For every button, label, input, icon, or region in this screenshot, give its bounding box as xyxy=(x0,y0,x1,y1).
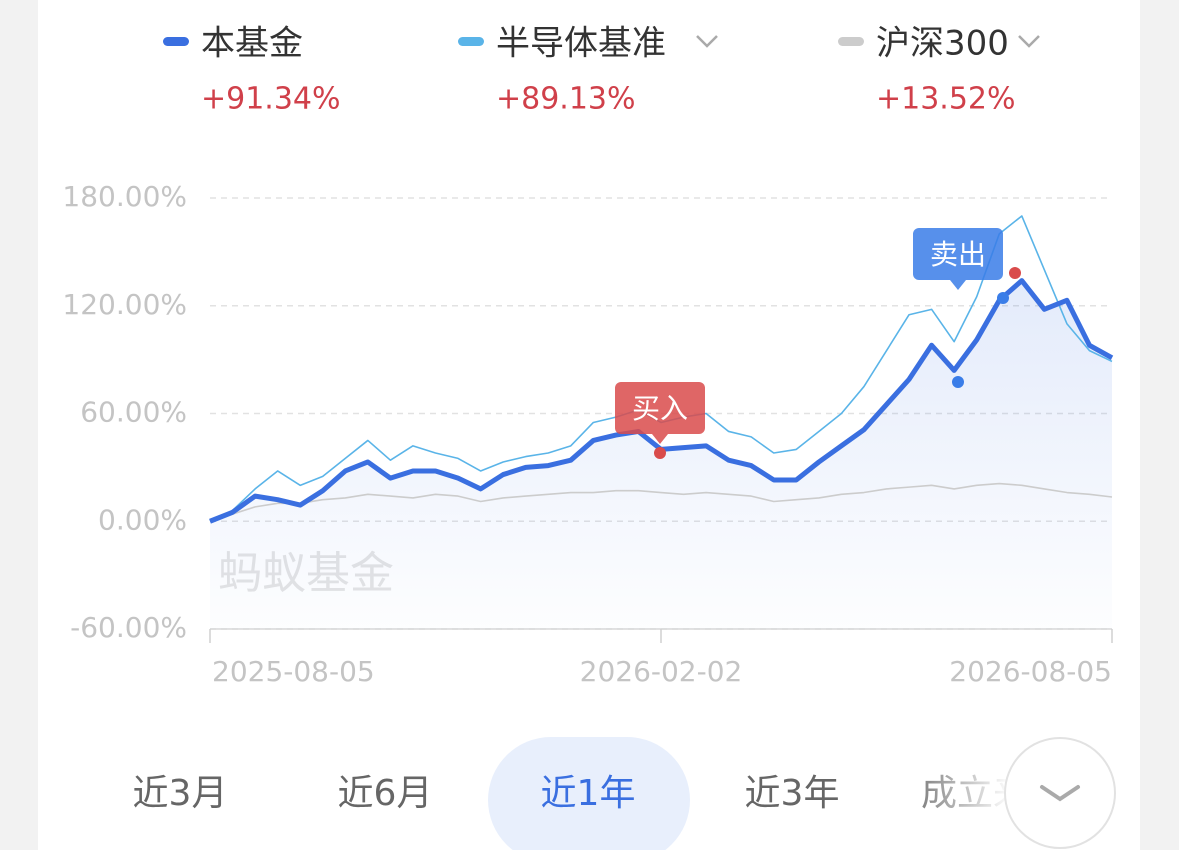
x-tick-label: 2026-08-05 xyxy=(949,655,1112,688)
expand-icon[interactable] xyxy=(1040,785,1080,802)
sell-tag: 卖出 xyxy=(930,238,986,271)
range-tab[interactable]: 近6月 xyxy=(338,773,433,814)
y-tick-label: 0.00% xyxy=(98,503,187,536)
legend-swatch[interactable] xyxy=(163,37,189,46)
series-line xyxy=(209,482,1113,523)
chevron[interactable] xyxy=(1018,35,1040,48)
trade-dot xyxy=(997,292,1009,304)
return-label: +13.52% xyxy=(876,82,1016,117)
range-tab[interactable]: 近3月 xyxy=(133,773,228,814)
y-tick-label: 120.00% xyxy=(62,288,187,321)
x-tick-label: 2026-02-02 xyxy=(580,655,743,688)
buy-tag: 买入 xyxy=(632,392,688,425)
buy-dot xyxy=(654,447,666,459)
y-tick-label: 60.00% xyxy=(80,396,187,429)
sell-dot xyxy=(1009,267,1021,279)
return-label: +89.13% xyxy=(496,82,636,117)
legend-label[interactable]: 半导体基准 xyxy=(496,24,666,64)
legend-swatch[interactable] xyxy=(458,37,484,46)
trade-dot xyxy=(952,376,964,388)
range-tab[interactable]: 近3年 xyxy=(745,773,840,814)
buy-tag-bg xyxy=(615,382,705,434)
y-tick-label: 180.00% xyxy=(62,180,187,213)
x-tick-label: 2025-08-05 xyxy=(212,655,375,688)
sell-tag-bg xyxy=(913,228,1003,280)
chevron[interactable] xyxy=(696,35,718,48)
tab-fade xyxy=(900,740,1010,850)
legend-swatch[interactable] xyxy=(838,37,864,46)
buy-tag-pointer xyxy=(652,434,668,444)
legend-label[interactable]: 沪深300 xyxy=(876,24,1009,64)
expand-button[interactable] xyxy=(1004,737,1116,849)
y-tick-label: -60.00% xyxy=(70,611,187,644)
sell-tag-pointer xyxy=(950,280,966,290)
return-label: +91.34% xyxy=(201,82,341,117)
selected-tab-bg xyxy=(488,737,690,850)
legend-label[interactable]: 本基金 xyxy=(201,24,303,64)
range-tab[interactable]: 近1年 xyxy=(541,773,636,814)
